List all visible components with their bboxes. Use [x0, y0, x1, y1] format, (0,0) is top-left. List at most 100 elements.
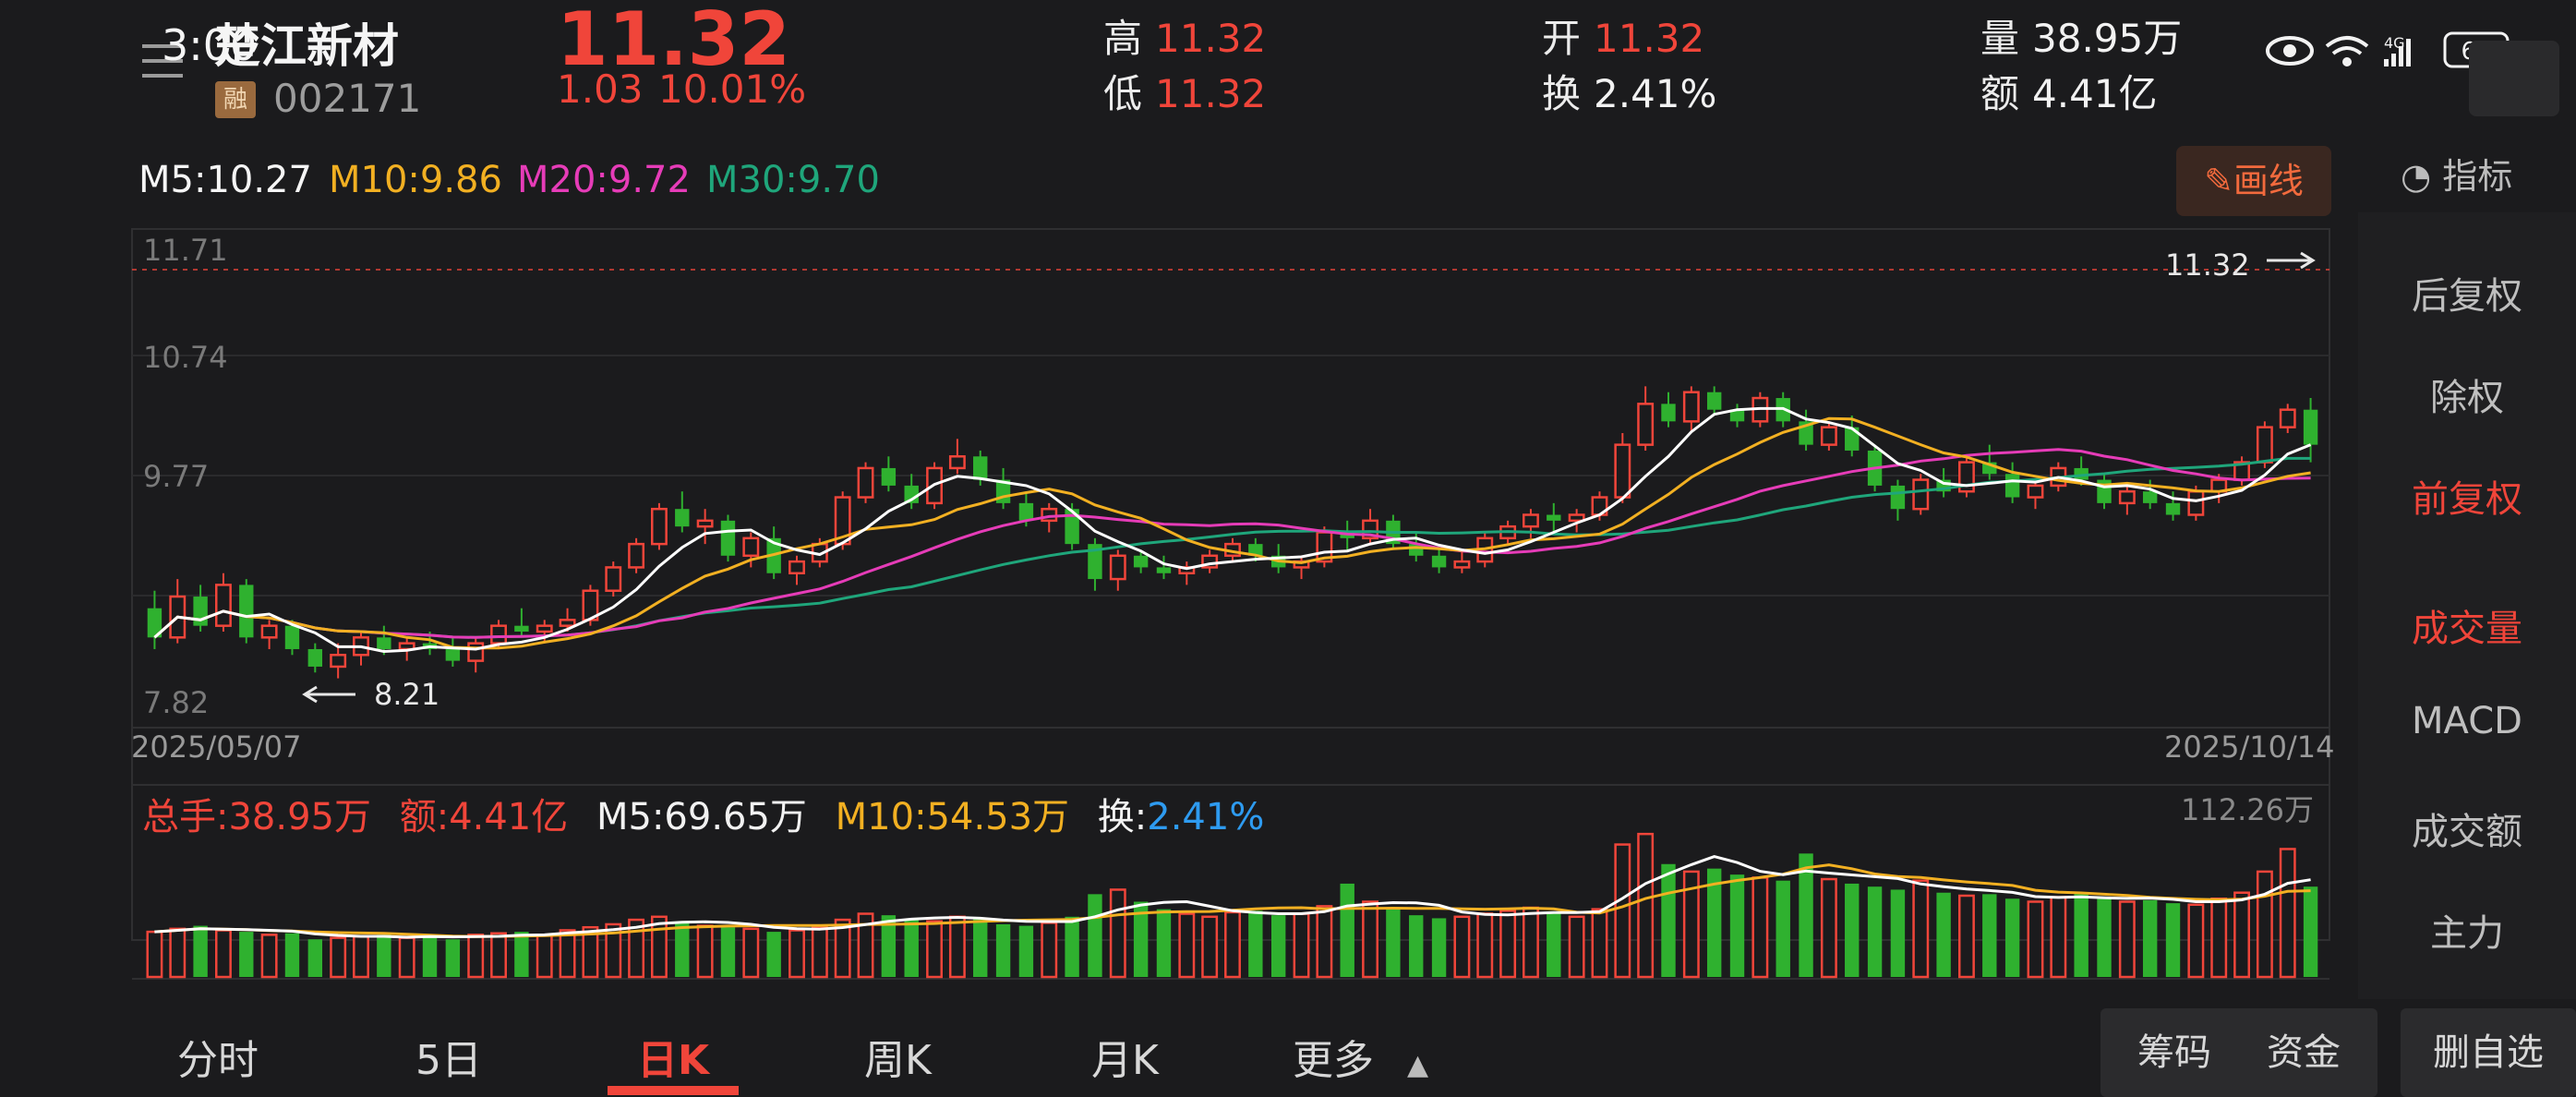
eye-icon: [2266, 36, 2314, 66]
y-label: 9.77: [143, 459, 209, 494]
low-stat: 低 11.32: [1103, 63, 1266, 119]
ma20-legend: M20:9.72: [517, 159, 691, 201]
volume-bar: [2004, 898, 2020, 977]
tab-more[interactable]: 更多 ▲: [1293, 1027, 1428, 1086]
volume-bar: [2050, 896, 2067, 979]
candle: [1156, 555, 1172, 580]
rp-item-back-adjust[interactable]: 后复权: [2412, 275, 2522, 318]
volume-legend: 总手:38.95万 额:4.41亿 M5:69.65万 M10:54.53万 换…: [142, 787, 1281, 840]
rp-item-turnover-amount[interactable]: 成交额: [2412, 811, 2522, 853]
candle: [260, 620, 278, 649]
volume-bar: [881, 915, 897, 977]
candle: [1637, 386, 1655, 451]
candle: [1682, 386, 1700, 433]
candle: [995, 467, 1011, 510]
volume-bar: [2256, 870, 2273, 979]
candle: [307, 643, 323, 673]
tab-intraday[interactable]: 分时: [177, 1037, 259, 1084]
volume-bar: [1088, 894, 1102, 977]
volume-bar: [1729, 874, 1745, 977]
vol-m5: M5:69.65万: [596, 796, 807, 838]
volume-bar: [260, 934, 278, 979]
volume-bar: [1957, 894, 1975, 979]
high-label: 高: [1103, 16, 1143, 61]
caret-up-icon: ▲: [1407, 1049, 1429, 1081]
volume-bar: [742, 927, 760, 979]
volume-bar: [1751, 876, 1769, 979]
volume-bar: [239, 932, 254, 977]
tab-5day[interactable]: 5日: [415, 1037, 482, 1084]
vol-total: 总手:38.95万: [142, 796, 371, 838]
volume-bar: [1499, 910, 1517, 979]
volume-bar: [1820, 877, 1837, 979]
volume-bar: [1706, 868, 1722, 977]
volume-bar: [1041, 922, 1058, 979]
volume-bar: [1476, 912, 1494, 979]
rp-item-ex-rights[interactable]: 除权: [2430, 377, 2504, 419]
high-stat: 高 11.32: [1103, 7, 1266, 64]
volume-bar: [1614, 843, 1631, 979]
rp-item-main-force[interactable]: 主力: [2430, 912, 2504, 955]
candle: [239, 579, 254, 644]
ma10-line: [153, 416, 2311, 650]
rp-item-volume[interactable]: 成交量: [2412, 608, 2522, 650]
candle: [696, 509, 714, 545]
fund-button[interactable]: 资金: [2267, 1031, 2341, 1074]
kline-chart[interactable]: 11.71 10.74 9.77 7.82 11.32 8.21: [0, 212, 2358, 1007]
candle: [1547, 502, 1561, 533]
volume-bar: [948, 915, 966, 979]
candle: [2279, 404, 2296, 433]
volume-bar: [1936, 892, 1951, 977]
volume-bar: [628, 918, 645, 979]
status-time: 3:00: [162, 20, 258, 70]
volume-stat: 量 38.95万: [1980, 7, 2182, 64]
volume-bar: [398, 936, 415, 979]
indicator-button[interactable]: ◔ 指标: [2401, 148, 2512, 199]
tab-monthly-k[interactable]: 月K: [1091, 1037, 1159, 1084]
open-label: 开: [1542, 16, 1582, 61]
candle: [1088, 537, 1102, 591]
tab-daily-k[interactable]: 日K: [637, 1037, 710, 1084]
screen-toggle-button[interactable]: [2469, 41, 2559, 116]
candle: [467, 637, 485, 673]
volume-bar: [2165, 903, 2181, 977]
volume-bar: [2279, 848, 2296, 979]
rp-item-macd[interactable]: MACD: [2412, 700, 2522, 742]
candle: [1890, 479, 1906, 521]
rp-item-forward-adjust[interactable]: 前复权: [2412, 478, 2522, 521]
volume-bar: [720, 927, 736, 977]
volume-bar: [2074, 892, 2088, 977]
menu-icon[interactable]: [138, 35, 190, 87]
remove-watchlist-button[interactable]: 删自选: [2401, 1008, 2576, 1097]
candle: [1568, 509, 1585, 533]
turnover-label: 换: [1542, 71, 1582, 116]
volume-bar: [834, 918, 851, 979]
draw-line-button[interactable]: ✎画线: [2176, 146, 2331, 216]
candle: [742, 532, 760, 568]
volume-bar: [307, 939, 323, 977]
candle: [1453, 549, 1471, 573]
volume-bar: [214, 929, 232, 979]
volume-bar: [2187, 903, 2205, 979]
volume-bar: [857, 912, 874, 979]
volume-bar: [811, 925, 828, 979]
candle: [193, 585, 208, 632]
volume-bar: [1799, 853, 1813, 977]
open-stat: 开 11.32: [1542, 7, 1704, 64]
chip-fund-group: 筹码 资金: [2101, 1008, 2377, 1097]
volume-axis-max: 112.26万: [2181, 792, 2314, 827]
candle: [2165, 491, 2181, 521]
candle: [1820, 421, 1837, 451]
volume-value: 38.95万: [2032, 16, 2183, 61]
chip-button[interactable]: 筹码: [2137, 1031, 2211, 1074]
candle: [1201, 549, 1219, 573]
ma5-line: [153, 406, 2312, 654]
volume-bar: [1547, 913, 1561, 977]
volume-bar: [1776, 880, 1790, 977]
price-change: 1.03: [557, 66, 644, 112]
volume-bar: [467, 934, 485, 979]
candle: [788, 555, 805, 585]
volume-bar: [1431, 918, 1447, 977]
volume-bar: [973, 918, 988, 977]
tab-weekly-k[interactable]: 周K: [864, 1037, 932, 1084]
